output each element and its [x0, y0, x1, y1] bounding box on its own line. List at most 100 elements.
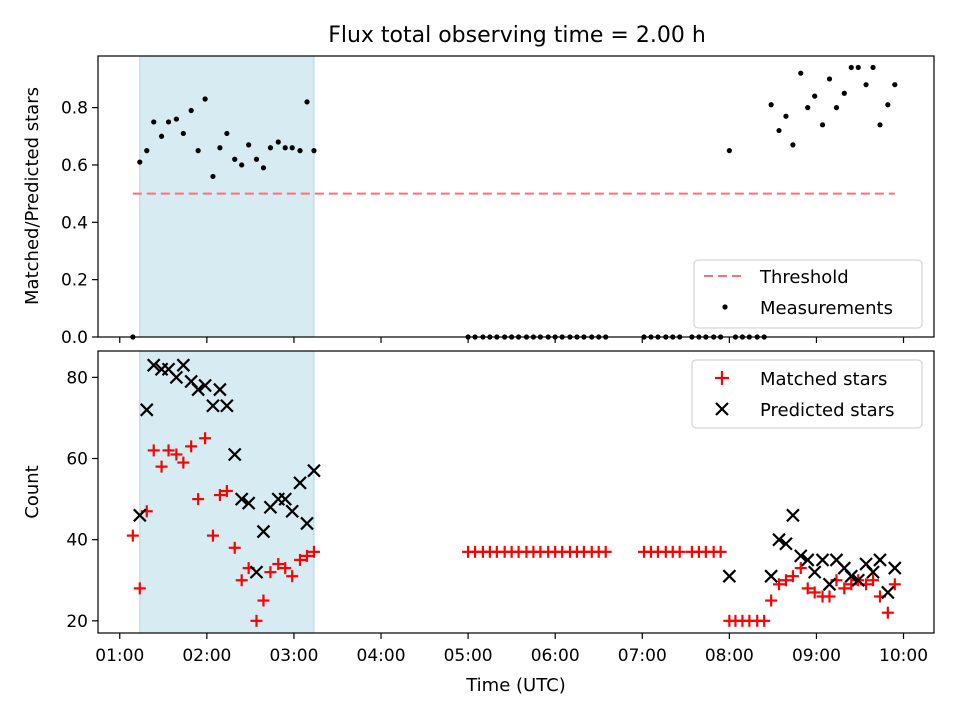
top-y-ticks: 0.0 0.2 0.4 0.6 0.8	[61, 99, 98, 348]
measurement-point	[217, 145, 223, 151]
matched-point	[786, 570, 799, 583]
top-ytick-label: 0.0	[61, 328, 88, 348]
measurement-point	[158, 133, 165, 139]
matched-point	[801, 582, 814, 595]
predicted-point	[722, 569, 737, 583]
measurement-point	[282, 145, 288, 151]
predicted-point	[881, 585, 895, 600]
predicted-point-b	[249, 565, 264, 579]
predicted-point-b	[844, 569, 859, 583]
bottom-axes-frame	[97, 350, 935, 634]
predicted-point	[822, 577, 837, 592]
predicted-point	[133, 508, 147, 523]
matched-point	[301, 549, 313, 562]
matched-point	[772, 578, 785, 591]
matched-point	[307, 545, 320, 558]
predicted-point	[764, 569, 778, 583]
matched-point	[199, 432, 212, 445]
top-shaded-rect	[139, 55, 315, 338]
predicted-point	[307, 463, 321, 478]
bottom-xtick-label: 08:00	[705, 646, 754, 666]
predicted-point-b	[866, 565, 880, 579]
measurement-point	[173, 116, 179, 122]
predicted-point	[206, 398, 220, 413]
matched-point	[779, 574, 792, 587]
top-measurement-points	[130, 64, 898, 340]
predicted-point	[772, 532, 786, 547]
matched-point	[808, 586, 821, 599]
top-ytick-label: 0.4	[61, 213, 88, 233]
measurement-point	[304, 99, 310, 105]
bottom-xtick-label: 10:00	[879, 646, 928, 666]
predicted-point-b	[873, 553, 887, 567]
measurement-point	[885, 102, 891, 108]
matched-point	[823, 590, 836, 603]
predicted-point	[786, 508, 800, 523]
x-axis-label: Time (UTC)	[465, 675, 566, 696]
legend-predicted-swatch	[715, 402, 729, 416]
predicted-point	[779, 536, 793, 551]
predicted-point-b	[793, 549, 808, 563]
top-axes-frame	[97, 55, 935, 338]
predicted-point	[146, 358, 161, 372]
predicted-point-b	[220, 398, 234, 413]
measurement-point	[826, 76, 833, 82]
measurement-point	[188, 107, 194, 114]
measurement-point	[768, 102, 774, 108]
predicted-point	[213, 382, 227, 397]
predicted-point	[793, 549, 808, 563]
legend-matched-swatch	[715, 371, 729, 385]
matched-point	[714, 545, 727, 558]
top-ytick-label: 0.2	[61, 271, 88, 291]
predicted-point	[241, 496, 256, 510]
predicted-point	[176, 358, 191, 372]
bottom-y-ticks: 20 40 60 80	[66, 368, 98, 632]
predicted-point-b	[278, 492, 293, 506]
measurement-point	[863, 82, 869, 88]
predicted-point-b	[822, 577, 837, 592]
predicted-point-b	[227, 447, 242, 462]
matched-point	[126, 529, 139, 542]
predicted-point	[256, 524, 271, 539]
measurement-point	[833, 105, 840, 111]
measurement-point	[165, 119, 172, 125]
predicted-point-b	[169, 370, 184, 385]
measurement-point	[180, 130, 186, 137]
top-y-axis-label: Matched/Predicted stars	[22, 87, 43, 305]
top-legend-frame	[693, 259, 923, 329]
bottom-xtick-label: 06:00	[531, 646, 580, 666]
bottom-predicted-points	[133, 358, 902, 600]
matched-point	[155, 460, 168, 473]
bottom-xtick-label: 02:00	[182, 646, 231, 666]
matched-point	[235, 574, 248, 587]
matched-point	[673, 545, 686, 558]
measurement-point	[726, 148, 732, 154]
matched-point	[599, 545, 612, 558]
measurement-point	[232, 156, 238, 162]
predicted-point-b	[807, 565, 822, 579]
bottom-legend: Matched stars Predicted stars	[691, 359, 923, 429]
top-x-ticks	[119, 337, 905, 343]
predicted-point	[844, 569, 859, 583]
predicted-point-b	[241, 496, 256, 510]
predicted-point	[191, 382, 205, 397]
top-legend: Threshold Measurements	[693, 259, 923, 329]
bottom-xtick-label: 07:00	[618, 646, 667, 666]
matched-point	[162, 444, 175, 457]
matched-point	[765, 594, 778, 607]
predicted-point-b	[176, 358, 191, 372]
predicted-point-b	[234, 492, 249, 506]
bottom-y-axis-label: Count	[22, 465, 43, 518]
measurement-point	[289, 145, 295, 151]
bottom-x-ticks: 01:00 02:00 03:00 04:00 05:00 06:00 07:00 08:00…	[95, 633, 928, 666]
measurement-point	[812, 93, 818, 99]
measurement-point	[805, 105, 811, 111]
measurement-point	[776, 127, 782, 134]
matched-point	[177, 456, 190, 469]
chart-title: Flux total observing time = 2.00 h	[328, 23, 706, 48]
bottom-xtick-label: 04:00	[357, 646, 406, 666]
matched-point	[192, 493, 205, 506]
legend-measurements-swatch	[722, 304, 728, 310]
predicted-point-b	[837, 561, 852, 575]
